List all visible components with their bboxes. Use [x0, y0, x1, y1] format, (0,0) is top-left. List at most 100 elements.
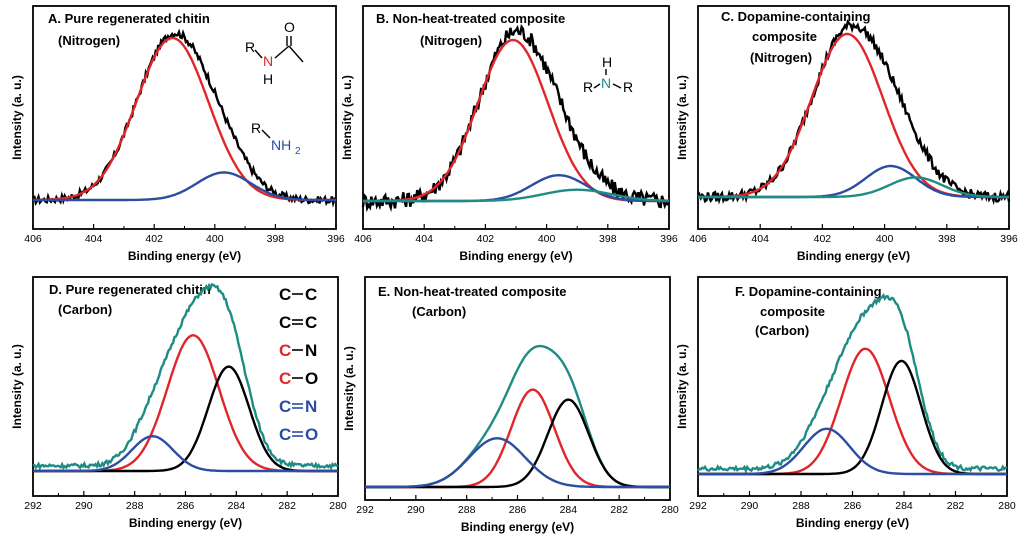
- x-tick-label: 406: [24, 233, 42, 245]
- amine-r-label: R: [251, 120, 261, 136]
- secondary-amine-structure: HNR R: [583, 54, 633, 95]
- amide-o-label: O: [284, 19, 295, 35]
- panel-title: F. Dopamine-containing: [735, 284, 882, 299]
- series-envelope: [697, 293, 1008, 475]
- fit-secondary-amine-n: [698, 176, 1009, 199]
- x-tick-label: 404: [415, 233, 433, 245]
- x-tick-label: 282: [947, 500, 965, 512]
- x-tick-label: 280: [661, 504, 679, 516]
- bond: [593, 83, 601, 89]
- x-tick-label: 400: [876, 233, 894, 245]
- plot-frame: [697, 276, 1008, 497]
- fit-c-o: [33, 434, 338, 473]
- fit-c-o: [365, 437, 670, 489]
- x-tick-label: 398: [599, 233, 617, 245]
- panel-title: D. Pure regenerated chitin: [49, 282, 211, 297]
- x-tick-label: 292: [356, 504, 374, 516]
- series-experimental: [696, 19, 1011, 206]
- x-tick-label: 288: [126, 500, 144, 512]
- panel-subtitle: (Carbon): [755, 323, 809, 338]
- x-tick-label: 288: [458, 504, 476, 516]
- x-tick-label: 282: [278, 500, 296, 512]
- x-tick-label: 290: [75, 500, 93, 512]
- x-axis-label: Binding energy (eV): [797, 249, 910, 263]
- bond: [612, 83, 622, 89]
- amide-n-label: N: [263, 53, 273, 69]
- panel-a: 406 404 402 400 398 396 Binding energy (eV) Int…: [10, 5, 345, 263]
- legend-right-atom: O: [305, 425, 318, 444]
- fit-secondary-amine-n: [363, 188, 669, 203]
- plot-frame: [364, 276, 671, 501]
- y-axis-label: Intensity (a. u.): [10, 75, 24, 160]
- panel-title-line2: composite: [752, 29, 817, 44]
- x-tick-label: 286: [844, 500, 862, 512]
- legend-right-atom: C: [305, 313, 317, 332]
- amide-h-label: H: [263, 71, 273, 87]
- y-axis-label: Intensity (a. u.): [340, 75, 354, 160]
- sec-amine-n-label: N: [601, 75, 611, 91]
- x-tick-label: 282: [610, 504, 628, 516]
- panel-e: 292 290 288 286 284 282 280 Binding energy (eV)…: [342, 276, 679, 534]
- y-axis-label: Intensity (a. u.): [342, 346, 356, 431]
- y-axis-label: Intensity (a. u.): [675, 344, 689, 429]
- x-tick-label: 400: [538, 233, 556, 245]
- x-tick-label: 396: [327, 233, 345, 245]
- panel-c: 406 404 402 400 398 396 Binding energy (eV) Int…: [675, 5, 1018, 263]
- x-tick-label: 396: [660, 233, 678, 245]
- x-tick-label: 402: [814, 233, 832, 245]
- x-tick-label: 400: [206, 233, 224, 245]
- x-tick-label: 288: [792, 500, 810, 512]
- panel-f: 292 290 288 286 284 282 280 Binding energy (eV)…: [675, 276, 1016, 530]
- y-axis-label: Intensity (a. u.): [10, 344, 24, 429]
- x-tick-label: 286: [509, 504, 527, 516]
- x-tick-label: 284: [560, 504, 578, 516]
- legend-right-atom: C: [305, 285, 317, 304]
- fit-amide-n: [363, 38, 669, 203]
- x-axis-label: Binding energy (eV): [129, 516, 242, 530]
- panel-subtitle: (Nitrogen): [420, 33, 482, 48]
- series-experimental: [32, 28, 337, 208]
- x-tick-label: 404: [85, 233, 103, 245]
- bond: [261, 129, 271, 139]
- panel-title: A. Pure regenerated chitin: [48, 11, 210, 26]
- fit-c-c: [33, 365, 338, 473]
- x-tick-label: 292: [24, 500, 42, 512]
- legend-left-atom: C: [279, 425, 291, 444]
- x-axis-label: Binding energy (eV): [461, 520, 574, 534]
- legend-right-atom: O: [305, 369, 318, 388]
- fit-c-o: [698, 347, 1007, 476]
- x-tick-label: 284: [895, 500, 913, 512]
- x-tick-label: 292: [689, 500, 707, 512]
- x-tick-label: 402: [477, 233, 495, 245]
- x-tick-label: 280: [998, 500, 1016, 512]
- y-axis-label: Intensity (a. u.): [675, 75, 689, 160]
- legend-left-atom: C: [279, 397, 291, 416]
- x-tick-label: 398: [267, 233, 285, 245]
- fit-amide-n: [698, 32, 1009, 199]
- legend-left-atom: C: [279, 285, 291, 304]
- x-tick-label: 280: [329, 500, 347, 512]
- legend-left-atom: C: [279, 313, 291, 332]
- x-tick-label: 286: [177, 500, 195, 512]
- fit-c-o: [33, 334, 338, 473]
- panel-subtitle: (Carbon): [58, 302, 112, 317]
- bond-legend: C CC CC NC OC NC O: [279, 285, 318, 444]
- sec-amine-h-label: H: [602, 54, 612, 70]
- panel-b: 406 404 402 400 398 396 Binding energy (eV) Int…: [340, 5, 678, 263]
- panel-d: 292 290 288 286 284 282 280 Binding energy (eV)…: [10, 276, 347, 530]
- panel-subtitle: (Carbon): [412, 304, 466, 319]
- panel-title: E. Non-heat-treated composite: [378, 284, 567, 299]
- series-envelope: [365, 344, 670, 489]
- panel-subtitle: (Nitrogen): [750, 50, 812, 65]
- x-tick-label: 290: [741, 500, 759, 512]
- x-tick-label: 406: [354, 233, 372, 245]
- legend-right-atom: N: [305, 341, 317, 360]
- x-tick-label: 290: [407, 504, 425, 516]
- bond: [288, 45, 304, 63]
